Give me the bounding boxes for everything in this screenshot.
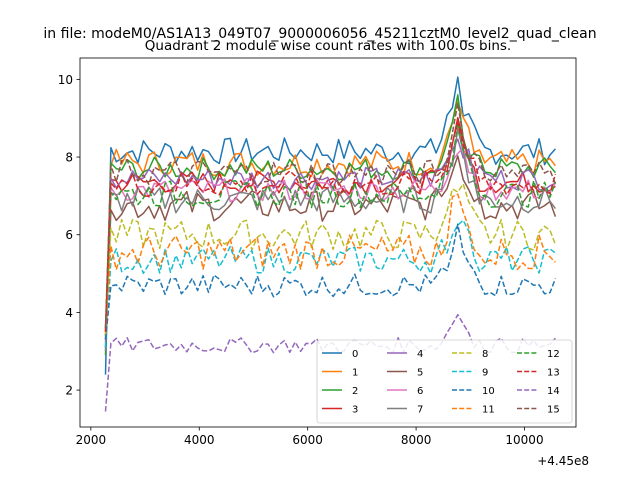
series-line-3: [104, 116, 556, 340]
x-tick-label: 8000: [401, 433, 432, 447]
legend-label-10: 10: [482, 386, 495, 397]
legend-label-4: 4: [417, 349, 423, 360]
series-line-13: [104, 122, 557, 332]
x-tick-label: 4000: [184, 433, 215, 447]
legend-label-2: 2: [352, 386, 358, 397]
series-line-8: [104, 183, 557, 336]
series-line-15: [104, 102, 557, 329]
series-line-0: [104, 76, 556, 375]
x-tick-label: 10000: [505, 433, 543, 447]
legend-label-8: 8: [482, 349, 488, 360]
y-tick-label: 10: [58, 73, 73, 87]
legend-label-14: 14: [547, 386, 560, 397]
y-tick-label: 6: [65, 228, 73, 242]
legend-label-6: 6: [417, 386, 423, 397]
series-line-6: [104, 146, 557, 344]
y-tick-label: 8: [65, 151, 73, 165]
legend-label-11: 11: [482, 405, 495, 416]
series-line-1: [104, 100, 556, 332]
x-tick-label: 6000: [292, 433, 323, 447]
legend-label-3: 3: [352, 405, 358, 416]
chart-title: Quadrant 2 module wise count rates with …: [145, 38, 511, 54]
series-line-11: [104, 193, 556, 332]
series-line-9: [104, 219, 556, 348]
x-offset-label: +4.45e8: [537, 454, 589, 468]
legend-label-7: 7: [417, 405, 423, 416]
series-line-2: [104, 94, 556, 356]
legend-label-9: 9: [482, 368, 488, 379]
legend-label-1: 1: [352, 368, 358, 379]
plot-area: 2000 4000 6000 8000 10000246810+4.45e8012345…: [58, 57, 589, 468]
legend-label-13: 13: [547, 368, 560, 379]
legend-box: [316, 339, 573, 424]
series-line-12: [104, 121, 557, 329]
y-tick-label: 2: [65, 384, 73, 398]
legend-label-0: 0: [352, 349, 358, 360]
x-tick-label: 2000: [76, 433, 107, 447]
legend-label-5: 5: [417, 368, 423, 379]
figure-suptitle: in file: modeM0/AS1A13_049T07_9000006056…: [43, 26, 596, 42]
y-tick-label: 4: [65, 306, 73, 320]
series-lines: [104, 76, 557, 412]
axes-frame: [79, 57, 577, 428]
legend-label-12: 12: [547, 349, 560, 360]
legend-label-15: 15: [547, 405, 560, 416]
